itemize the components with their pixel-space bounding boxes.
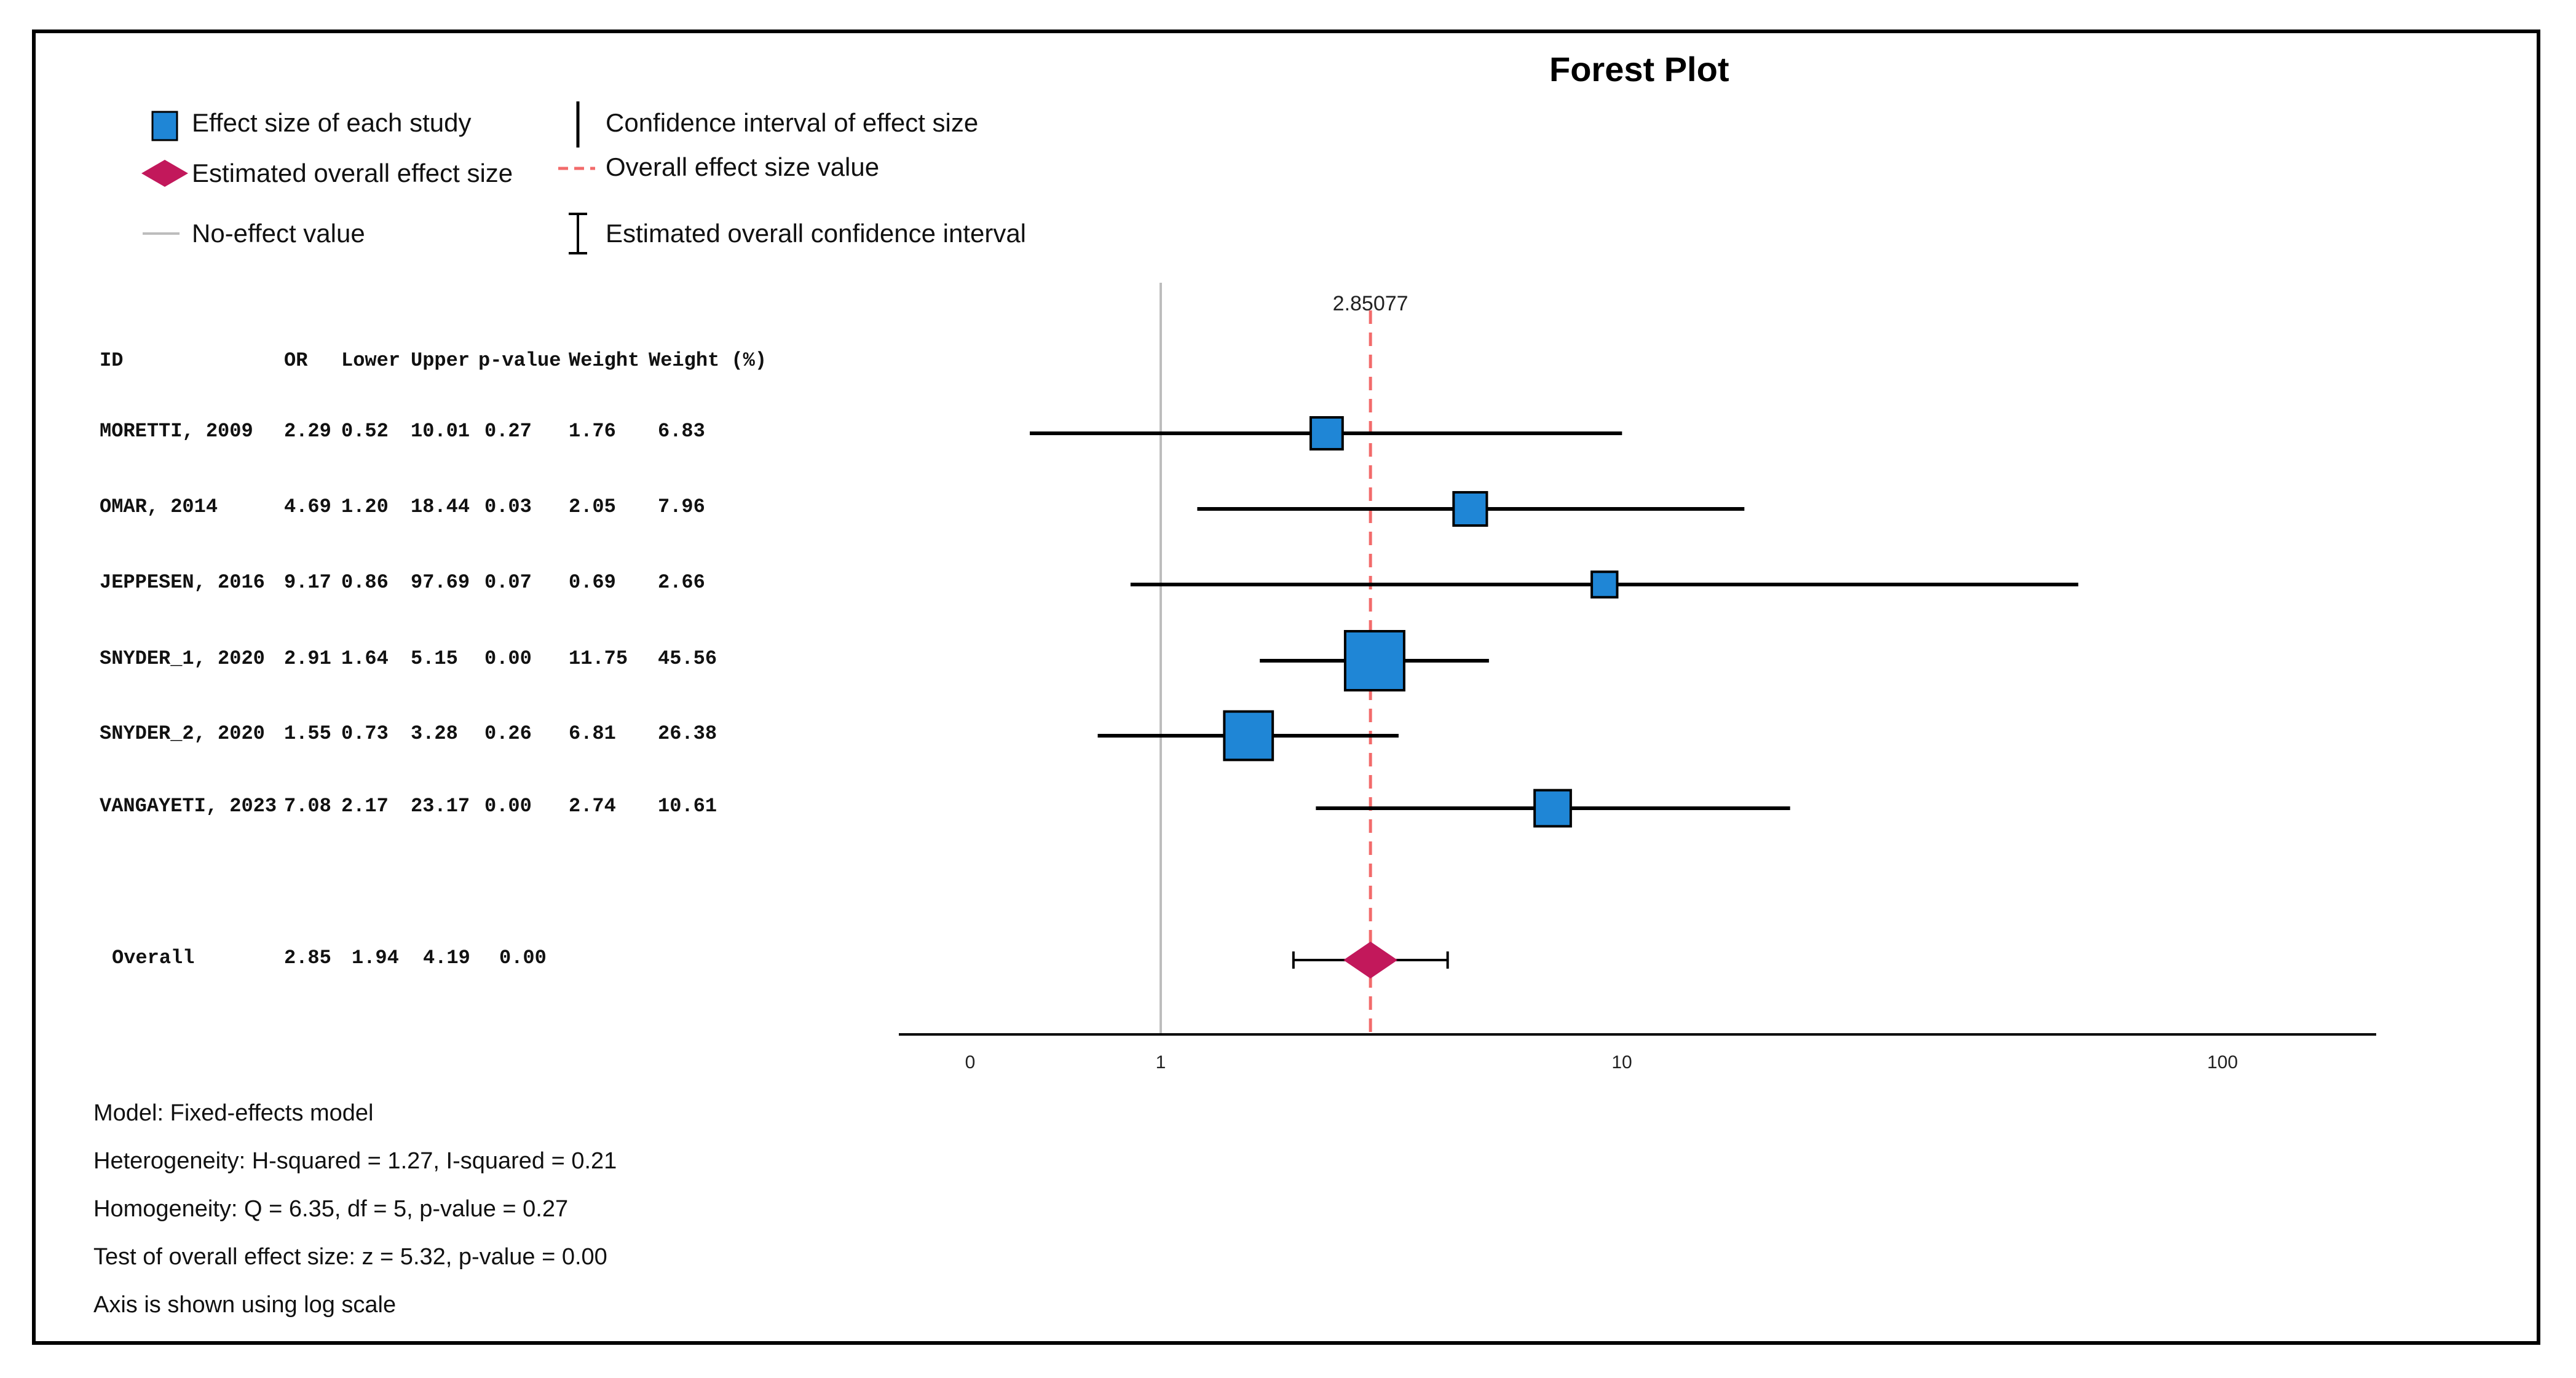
table-cell-weight_pct: 26.38 bbox=[658, 722, 717, 745]
table-cell-or: 7.08 bbox=[284, 795, 331, 817]
study-effect-square bbox=[1309, 416, 1344, 451]
legend-diamond-icon bbox=[141, 160, 188, 187]
x-tick-label-10: 10 bbox=[1611, 1052, 1632, 1073]
model-text: Model: Fixed-effects model bbox=[93, 1100, 374, 1126]
table-cell-or: 2.29 bbox=[284, 420, 331, 443]
legend-square-icon bbox=[151, 111, 178, 141]
table-cell-lower: 2.17 bbox=[341, 795, 389, 817]
table-cell-upper: 5.15 bbox=[411, 647, 458, 670]
overall-cell-upper: 4.19 bbox=[423, 947, 470, 969]
table-cell-id: MORETTI, 2009 bbox=[100, 420, 253, 443]
study-effect-square bbox=[1590, 570, 1619, 599]
table-cell-weight_pct: 6.83 bbox=[658, 420, 705, 443]
overall-cell-or: 2.85 bbox=[284, 947, 331, 969]
table-cell-id: SNYDER_2, 2020 bbox=[100, 722, 265, 745]
overall-effect-label: 2.85077 bbox=[1333, 292, 1409, 315]
col-weight-pct: Weight (%) bbox=[649, 349, 767, 372]
table-cell-weight: 2.05 bbox=[569, 495, 616, 518]
table-cell-id: OMAR, 2014 bbox=[100, 495, 218, 518]
legend-effect-size: Effect size of each study bbox=[192, 108, 472, 137]
col-or: OR bbox=[284, 349, 308, 372]
table-cell-id: SNYDER_1, 2020 bbox=[100, 647, 265, 670]
table-cell-upper: 23.17 bbox=[411, 795, 470, 817]
overall-cell-id: Overall bbox=[112, 947, 195, 969]
table-cell-weight_pct: 7.96 bbox=[658, 495, 705, 518]
table-cell-upper: 97.69 bbox=[411, 571, 470, 594]
figure-border bbox=[32, 30, 2540, 1345]
col-upper: Upper bbox=[411, 349, 470, 372]
legend-no-effect: No-effect value bbox=[192, 219, 365, 248]
table-cell-p: 0.26 bbox=[484, 722, 532, 745]
legend-icons bbox=[141, 101, 595, 254]
axis-note-text: Axis is shown using log scale bbox=[93, 1292, 397, 1318]
overall-effect-diamond bbox=[1343, 942, 1398, 978]
legend-overall-value: Overall effect size value bbox=[606, 152, 880, 181]
overall-cell-p: 0.00 bbox=[499, 947, 547, 969]
table-cell-upper: 10.01 bbox=[411, 420, 470, 443]
table-cell-weight: 2.74 bbox=[569, 795, 616, 817]
table-cell-lower: 0.73 bbox=[341, 722, 389, 745]
col-weight: Weight bbox=[569, 349, 640, 372]
table-cell-or: 1.55 bbox=[284, 722, 331, 745]
table-cell-p: 0.00 bbox=[484, 795, 532, 817]
legend-overall-ci-icon bbox=[569, 213, 587, 254]
table-cell-id: VANGAYETI, 2023 bbox=[100, 795, 277, 817]
chart-title: Forest Plot bbox=[1549, 50, 1729, 89]
table-cell-weight_pct: 10.61 bbox=[658, 795, 717, 817]
table-cell-p: 0.27 bbox=[484, 420, 532, 443]
col-pvalue: p-value bbox=[478, 349, 561, 372]
table-cell-p: 0.07 bbox=[484, 571, 532, 594]
table-cell-p: 0.03 bbox=[484, 495, 532, 518]
x-tick-label-0: 0 bbox=[965, 1052, 976, 1073]
table-cell-lower: 1.64 bbox=[341, 647, 389, 670]
table-cell-weight: 0.69 bbox=[569, 571, 616, 594]
table-cell-upper: 3.28 bbox=[411, 722, 458, 745]
table-cell-weight_pct: 2.66 bbox=[658, 571, 705, 594]
table-cell-lower: 1.20 bbox=[341, 495, 389, 518]
table-cell-or: 2.91 bbox=[284, 647, 331, 670]
legend-overall-ci: Estimated overall confidence interval bbox=[606, 219, 1027, 248]
table-cell-id: JEPPESEN, 2016 bbox=[100, 571, 265, 594]
study-effect-square bbox=[1223, 710, 1274, 762]
overall-test-text: Test of overall effect size: z = 5.32, p… bbox=[93, 1244, 607, 1270]
table-cell-lower: 0.86 bbox=[341, 571, 389, 594]
x-tick-label-1: 1 bbox=[1156, 1052, 1166, 1073]
table-cell-or: 4.69 bbox=[284, 495, 331, 518]
table-cell-weight_pct: 45.56 bbox=[658, 647, 717, 670]
study-effect-square bbox=[1533, 789, 1572, 828]
heterogeneity-text: Heterogeneity: H-squared = 1.27, I-squar… bbox=[93, 1148, 617, 1174]
study-effect-square bbox=[1452, 490, 1488, 527]
legend-estimated-overall: Estimated overall effect size bbox=[192, 159, 513, 187]
overall-cell-lower: 1.94 bbox=[352, 947, 399, 969]
x-tick-label-100: 100 bbox=[2207, 1052, 2238, 1073]
legend-ci: Confidence interval of effect size bbox=[606, 108, 979, 137]
col-id: ID bbox=[100, 349, 124, 372]
table-cell-p: 0.00 bbox=[484, 647, 532, 670]
table-cell-lower: 0.52 bbox=[341, 420, 389, 443]
table-cell-weight: 11.75 bbox=[569, 647, 628, 670]
table-cell-upper: 18.44 bbox=[411, 495, 470, 518]
table-cell-weight: 1.76 bbox=[569, 420, 616, 443]
table-cell-or: 9.17 bbox=[284, 571, 331, 594]
study-effect-square bbox=[1343, 630, 1405, 691]
col-lower: Lower bbox=[341, 349, 401, 372]
homogeneity-text: Homogeneity: Q = 6.35, df = 5, p-value =… bbox=[93, 1196, 569, 1222]
table-cell-weight: 6.81 bbox=[569, 722, 616, 745]
